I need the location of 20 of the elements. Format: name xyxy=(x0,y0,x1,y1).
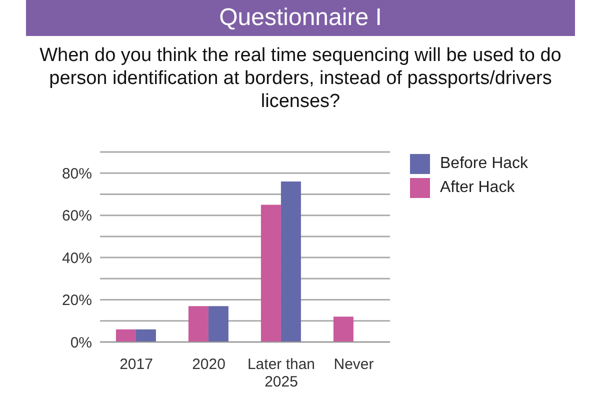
chart-title: Questionnaire I xyxy=(26,0,575,36)
legend-label: After Hack xyxy=(440,179,515,197)
y-tick-label: 80% xyxy=(62,165,92,182)
x-tick-label: Later than 2025 xyxy=(247,356,316,390)
bar xyxy=(116,329,136,342)
legend-label: Before Hack xyxy=(440,155,528,173)
x-tick-label: 2020 xyxy=(192,356,226,373)
chart-subtitle: When do you think the real time sequencing will be used to do person identification at borders, instead of passports/drivers licenses? xyxy=(38,44,562,113)
bar xyxy=(333,316,354,342)
bar xyxy=(280,182,301,342)
bar xyxy=(136,329,156,342)
x-tick-label: 2017 xyxy=(120,356,153,373)
y-tick-label: 40% xyxy=(62,250,92,267)
bar xyxy=(208,306,228,342)
y-tick-label: 20% xyxy=(62,292,92,310)
y-tick-label: 0% xyxy=(70,334,92,352)
x-tick-label: Never xyxy=(334,356,374,373)
bar xyxy=(260,204,281,342)
y-tick-label: 60% xyxy=(62,208,92,225)
bar xyxy=(188,306,208,342)
